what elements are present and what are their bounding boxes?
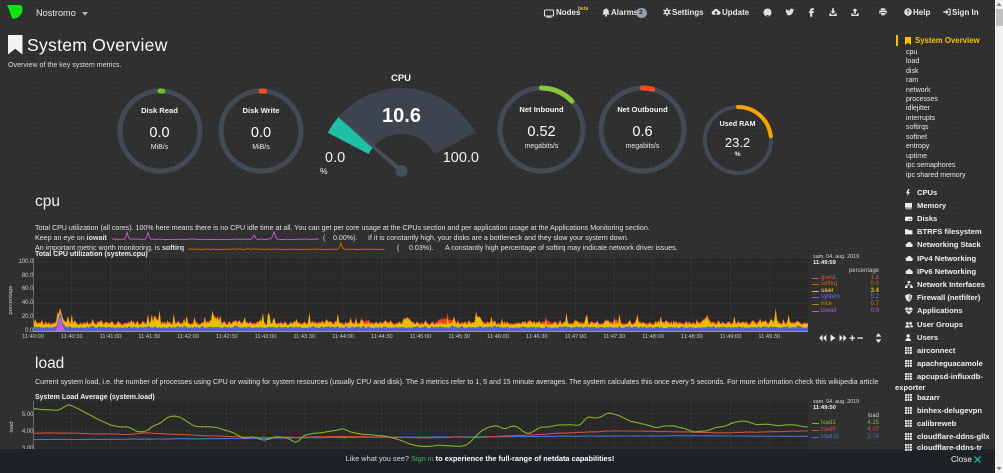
svg-text:?: ? [906, 10, 910, 16]
